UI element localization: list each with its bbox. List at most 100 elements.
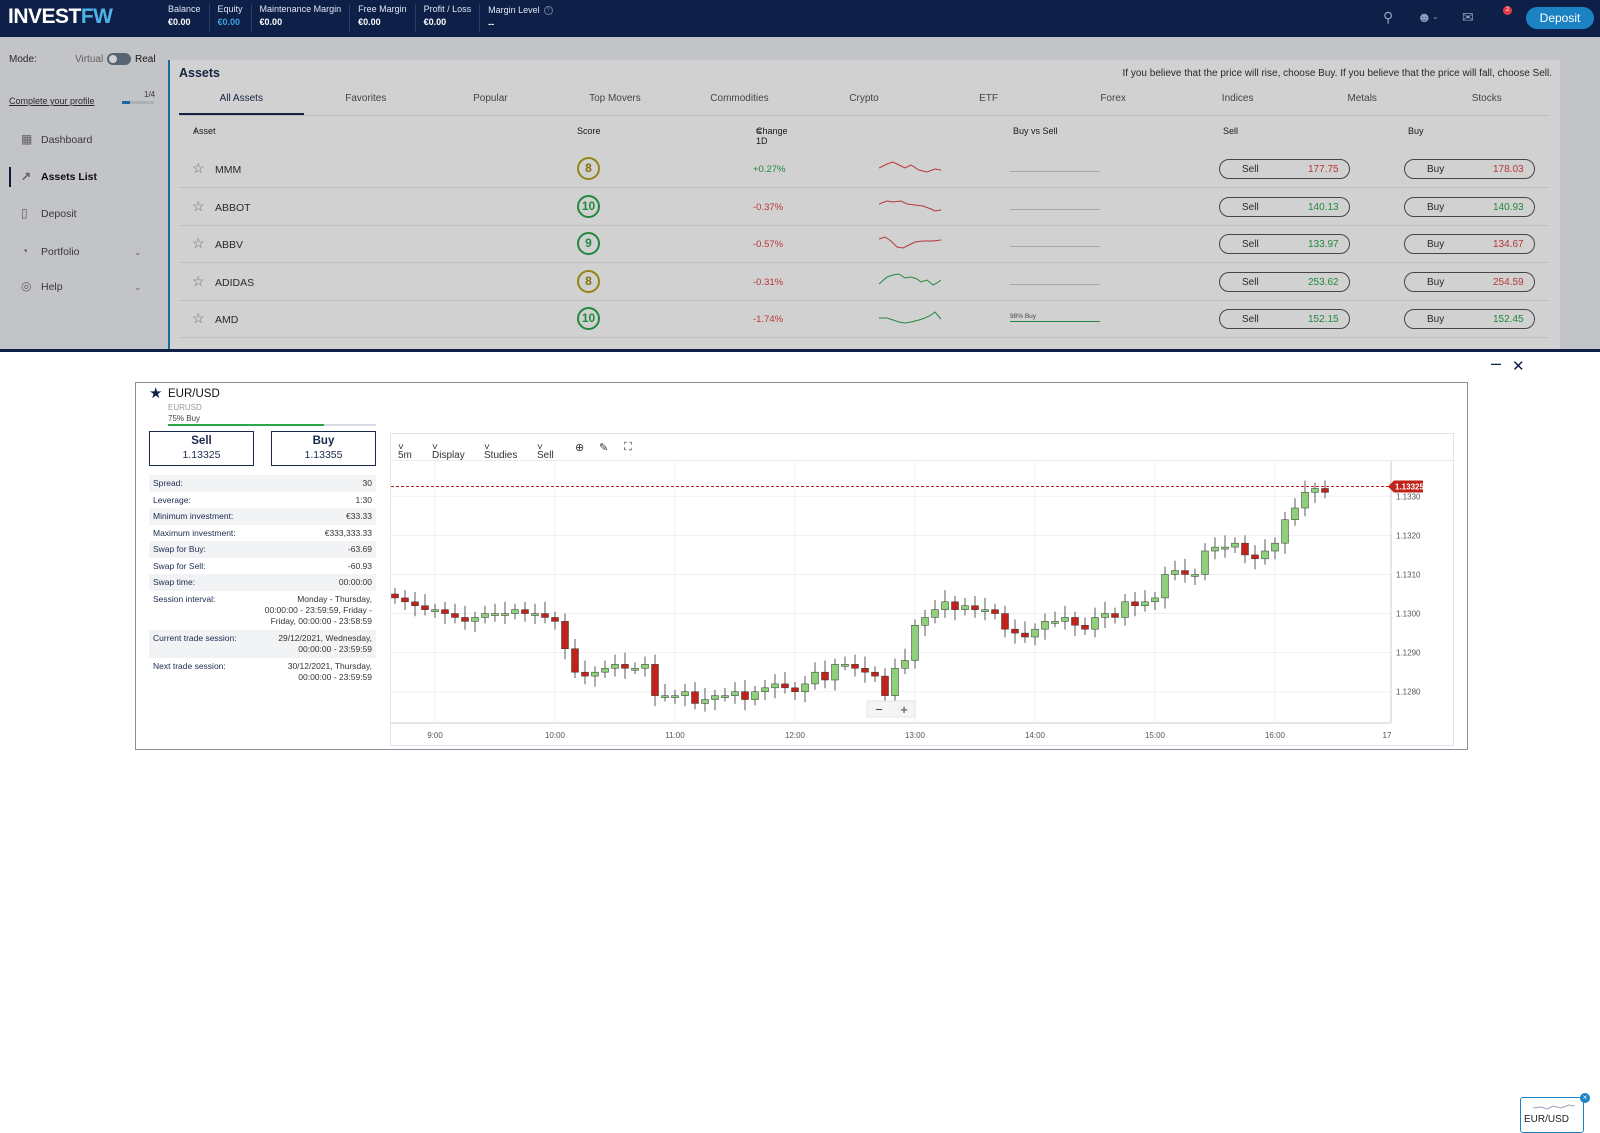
favorite-star-icon[interactable]: ☆ [192, 197, 205, 214]
tab-top-movers[interactable]: Top Movers [589, 93, 641, 104]
favorite-star-icon[interactable]: ☆ [192, 160, 205, 176]
candle-body [451, 613, 459, 618]
candle-body [911, 625, 919, 661]
table-row[interactable]: ☆ ABBV 9 -0.57% Sell 133.97 Buy 134.67 [179, 226, 1549, 263]
tab-indices[interactable]: Indices [1221, 93, 1254, 104]
candle-body [801, 683, 809, 692]
zoom-controls[interactable] [866, 700, 916, 718]
minimized-chart-widget[interactable]: EUR/USD × [1520, 1093, 1590, 1133]
side-dropdown[interactable]: Sell ˅ [537, 442, 554, 461]
metric-0: Balance €0.00 [160, 4, 210, 32]
messages-icon[interactable]: ✉ [1462, 9, 1474, 25]
chevron-down-icon[interactable]: ⌄ [1432, 12, 1439, 21]
mode-toggle[interactable] [107, 53, 131, 65]
lifebuoy-icon: ◎ [21, 279, 32, 293]
tab-metals[interactable]: Metals [1347, 93, 1377, 104]
buy-button[interactable]: Buy 152.45 [1404, 309, 1535, 329]
sidebar-item-label: Portfolio [41, 246, 80, 258]
studies-dropdown[interactable]: Studies ˅ [484, 442, 518, 461]
score-badge: 8 [577, 269, 600, 293]
buy-button[interactable]: Buy 1.13355 [271, 431, 376, 466]
table-row[interactable]: ☆ AMD 10 -1.74% 98% Buy Sell 152.15 Buy 152.45 [179, 301, 1549, 338]
info-row: Swap for Sell: -60.93 [149, 558, 376, 575]
crosshair-icon[interactable]: ⊕ [575, 442, 585, 454]
zoom-in-icon[interactable]: + [900, 702, 908, 717]
info-row: Session interval: Monday - Thursday, 00:0… [149, 591, 376, 630]
candle-body [861, 668, 869, 673]
buy-button[interactable]: Buy 178.03 [1404, 159, 1535, 179]
deposit-button[interactable]: Deposit [1526, 7, 1594, 29]
sell-button[interactable]: Sell 253.62 [1219, 271, 1350, 292]
candle-body [971, 605, 979, 610]
chevron-down-icon[interactable]: ⌄ [134, 282, 142, 292]
table-header: Asset ↑ Score Change 1D ≡ Buy vs Sell Se… [179, 126, 1549, 150]
col-change[interactable]: Change 1D ≡ [756, 126, 788, 146]
favorite-star-icon[interactable]: ☆ [192, 310, 205, 326]
favorite-star-icon[interactable]: ★ [149, 385, 163, 402]
sidebar-item-assets-list[interactable]: ↗ Assets List [0, 163, 163, 191]
sell-button[interactable]: Sell 133.97 [1219, 234, 1350, 254]
price-chart[interactable]: 5m ˅ Display ˅ Studies ˅ Sell ˅ ⊕ ✎ ⛶ 1.… [390, 433, 1455, 747]
buy-button[interactable]: Buy 140.93 [1404, 196, 1535, 217]
table-row[interactable]: ☆ ABBOT 10 -0.37% Sell 140.13 Buy 140.93 [179, 189, 1549, 226]
sell-price: 133.97 [1308, 239, 1339, 250]
favorite-star-icon[interactable]: ☆ [192, 235, 205, 251]
buy-button[interactable]: Buy 254.59 [1404, 271, 1535, 292]
sidebar-item-portfolio[interactable]: ◔ Portfolio ⌄ [0, 238, 163, 266]
mini-close-icon[interactable]: × [1580, 1093, 1590, 1103]
candle-body [501, 613, 509, 616]
tab-forex[interactable]: Forex [1100, 93, 1126, 104]
search-icon[interactable]: ⚲ [1383, 9, 1394, 25]
user-icon[interactable]: ☻ [1417, 9, 1432, 25]
sidebar-item-label: Dashboard [41, 134, 93, 146]
tab-stocks[interactable]: Stocks [1471, 93, 1502, 104]
candle-body [1321, 488, 1329, 493]
candle-body [1291, 507, 1299, 520]
display-dropdown[interactable]: Display ˅ [432, 442, 465, 461]
sell-button[interactable]: Sell 152.15 [1219, 309, 1350, 329]
buy-vs-sell-bar [1010, 246, 1100, 247]
interval-dropdown[interactable]: 5m ˅ [398, 442, 412, 461]
info-icon[interactable]: ? [543, 5, 553, 15]
col-score[interactable]: Score [577, 126, 601, 136]
favorite-star-icon[interactable]: ☆ [192, 272, 205, 289]
table-row[interactable]: ☆ MMM 8 +0.27% Sell 177.75 Buy 178.03 [179, 151, 1549, 188]
buy-button[interactable]: Buy 134.67 [1404, 234, 1535, 254]
zoom-out-icon[interactable]: − [875, 702, 883, 717]
mode-label: Mode: [9, 54, 37, 65]
sidebar-item-dashboard[interactable]: ▦ Dashboard [0, 126, 163, 154]
minimize-icon[interactable]: – [1491, 353, 1502, 373]
tab-commodities[interactable]: Commodities [710, 93, 769, 104]
modal-overlay[interactable] [0, 37, 1600, 349]
price-tag [1388, 480, 1423, 493]
sell-button[interactable]: Sell 1.13325 [149, 431, 254, 466]
candle-body [661, 695, 669, 698]
tab-favorites[interactable]: Favorites [345, 93, 387, 104]
asset-name: ABBOT [215, 201, 251, 214]
logo[interactable]: INVESTFW [8, 5, 113, 28]
tab-all-assets[interactable]: All Assets [179, 91, 304, 115]
col-asset[interactable]: Asset ↑ [193, 126, 216, 136]
col-sell: Sell [1223, 126, 1239, 136]
chevron-down-icon[interactable]: ⌄ [134, 247, 142, 257]
info-value: Monday - Thursday, 00:00:00 - 23:59:59, … [264, 593, 372, 626]
tab-popular[interactable]: Popular [473, 93, 508, 104]
candle-body [531, 613, 539, 616]
candle-body [721, 695, 729, 698]
sidebar-item-help[interactable]: ◎ Help ⌄ [0, 273, 163, 301]
close-icon[interactable]: ✕ [1512, 358, 1525, 375]
tab-etf[interactable]: ETF [979, 93, 998, 104]
table-row[interactable]: ☆ ADIDAS 8 -0.31% Sell 253.62 Buy 254.59 [179, 264, 1549, 301]
candlestick-chart[interactable]: 1.1280 1.1290 1.1300 1.1310 1.1320 1.1330 9:00… [391, 461, 1455, 747]
sell-button[interactable]: Sell 177.75 [1219, 159, 1350, 179]
complete-profile-link[interactable]: Complete your profile [9, 96, 95, 106]
candle-body [1121, 601, 1129, 618]
sidebar-item-deposit[interactable]: ▯ Deposit [0, 200, 163, 228]
sell-button[interactable]: Sell 140.13 [1219, 196, 1350, 217]
fullscreen-icon[interactable]: ⛶ [624, 441, 632, 453]
pencil-icon[interactable]: ✎ [599, 442, 609, 454]
candle-body [951, 601, 959, 610]
candle-body [751, 691, 759, 700]
metric-value: €0.00 [259, 17, 283, 27]
tab-crypto[interactable]: Crypto [849, 93, 879, 104]
